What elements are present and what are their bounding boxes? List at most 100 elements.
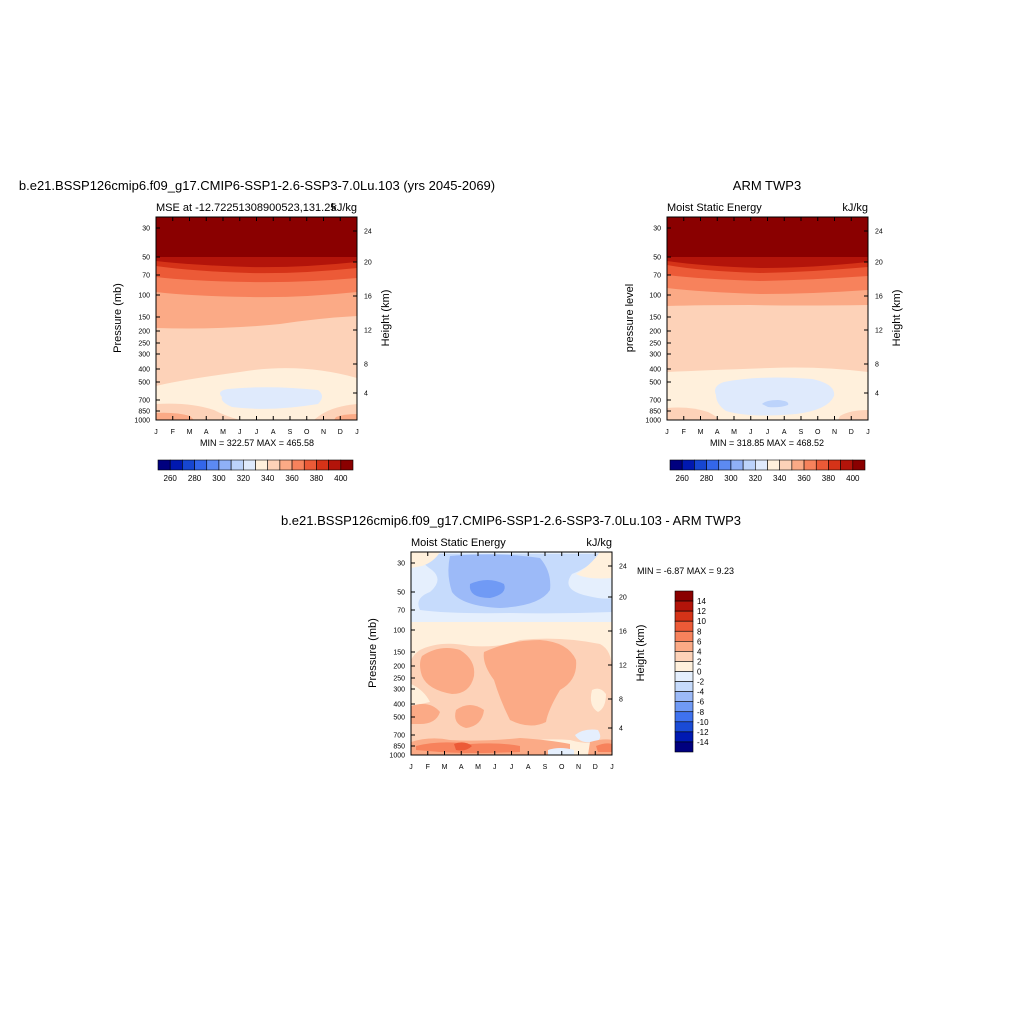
y-tick-label: 850 — [393, 744, 405, 751]
panel-model-right-label: kJ/kg — [331, 202, 357, 214]
x-tick-label: M — [442, 764, 448, 771]
colorbar-box — [674, 691, 694, 702]
y-tick-label: 300 — [649, 352, 661, 359]
y-tick-label: 700 — [393, 733, 405, 740]
x-tick-label: J — [610, 764, 614, 771]
colorbar-label: -8 — [697, 708, 705, 717]
y2-tick-label: 20 — [875, 260, 883, 267]
y-tick-label: 70 — [397, 608, 405, 615]
x-tick-label: S — [799, 429, 804, 436]
y2-tick-label: 20 — [619, 595, 627, 602]
colorbar-box — [328, 459, 342, 471]
x-tick-label: J — [665, 429, 669, 436]
y-tick-label: 250 — [138, 341, 150, 348]
y2-tick-label: 8 — [875, 362, 879, 369]
y-tick-label: 400 — [138, 367, 150, 374]
contour-band — [596, 743, 612, 752]
y-tick-label: 50 — [142, 255, 150, 262]
y-tick-label: 200 — [649, 329, 661, 336]
colorbar-box — [674, 731, 694, 743]
colorbar-box — [218, 459, 232, 471]
y-tick-label: 500 — [138, 380, 150, 387]
panel-diff-axes: J F M A M J J A S O N D J 30 50 70 100 150 200 250 300 400 500… — [389, 552, 627, 771]
y-tick-label: 1000 — [134, 418, 150, 425]
y-tick-label: 400 — [393, 702, 405, 709]
panel-model-ylabel: Pressure (mb) — [112, 283, 124, 353]
colorbar-box — [303, 459, 317, 471]
x-tick-label: M — [220, 429, 226, 436]
x-tick-label: S — [543, 764, 548, 771]
colorbar-box — [674, 651, 694, 662]
panel-model-title: b.e21.BSSP126cmip6.f09_g17.CMIP6-SSP1-2.… — [19, 178, 495, 193]
x-tick-label: M — [187, 429, 193, 436]
contour-band — [454, 742, 472, 751]
y-tick-label: 150 — [138, 315, 150, 322]
colorbar-box — [755, 459, 768, 471]
contour-band — [448, 554, 551, 608]
colorbar-label: 300 — [212, 474, 226, 483]
y-tick-label: 50 — [397, 590, 405, 597]
colorbar-box — [742, 459, 756, 471]
panel-obs-title: ARM TWP3 — [733, 178, 801, 193]
colorbar-label: 400 — [846, 474, 860, 483]
y2-tick-label: 8 — [619, 697, 623, 704]
contour-band — [411, 684, 430, 706]
panel-diff-right-label: kJ/kg — [586, 537, 612, 549]
colorbar-label: 340 — [773, 474, 787, 483]
colorbar-box — [169, 459, 183, 471]
colorbar-label: -6 — [697, 698, 705, 707]
colorbar-box — [674, 620, 694, 632]
colorbar-label: -14 — [697, 738, 709, 747]
colorbar-box — [674, 711, 694, 723]
y-tick-label: 100 — [393, 628, 405, 635]
colorbar-box — [674, 721, 694, 733]
colorbar-box — [206, 459, 220, 471]
x-tick-label: O — [815, 429, 821, 436]
colorbar-label: -4 — [697, 688, 705, 697]
contour-band — [576, 552, 612, 579]
y-tick-label: 30 — [653, 226, 661, 233]
x-tick-label: N — [832, 429, 837, 436]
colorbar-box — [674, 641, 694, 652]
colorbar-label: -10 — [697, 718, 709, 727]
panel-diff-left-label: Moist Static Energy — [411, 537, 506, 549]
panel-diff-title: b.e21.BSSP126cmip6.f09_g17.CMIP6-SSP1-2.… — [281, 513, 741, 528]
y-tick-label: 150 — [649, 315, 661, 322]
panel-obs-colorbar: 260 280 300 320 340 360 380 400 — [669, 459, 866, 483]
contour-band — [411, 704, 440, 724]
colorbar-box — [674, 661, 694, 672]
y-tick-label: 300 — [393, 687, 405, 694]
y-tick-label: 100 — [649, 293, 661, 300]
y-tick-label: 400 — [649, 367, 661, 374]
colorbar-box — [674, 681, 694, 692]
colorbar-box — [681, 459, 695, 471]
panel-model-axes: J F M A M J J A S O N D J 30 50 70 100 150 200 250 300 400 500… — [134, 217, 372, 436]
x-tick-label: J — [749, 429, 753, 436]
x-tick-label: A — [459, 764, 464, 771]
x-tick-label: A — [526, 764, 531, 771]
y-tick-label: 100 — [138, 293, 150, 300]
y2-tick-label: 16 — [875, 294, 883, 301]
panel-obs-right-label: kJ/kg — [842, 202, 868, 214]
colorbar-box — [840, 459, 854, 471]
colorbar-box — [852, 459, 866, 471]
x-tick-label: J — [493, 764, 497, 771]
colorbar-label: 6 — [697, 637, 702, 646]
x-tick-label: J — [409, 764, 413, 771]
x-tick-label: D — [593, 764, 598, 771]
x-tick-label: J — [866, 429, 870, 436]
contour-band — [762, 400, 789, 408]
x-tick-label: A — [782, 429, 787, 436]
x-tick-label: O — [304, 429, 310, 436]
colorbar-box — [803, 459, 817, 471]
colorbar-box — [279, 459, 293, 471]
y2-tick-label: 24 — [619, 564, 627, 571]
colorbar-label: 280 — [188, 474, 202, 483]
panel-model-stats: MIN = 322.57 MAX = 465.58 — [200, 438, 314, 448]
colorbar-box — [316, 459, 329, 471]
contour-band — [667, 407, 720, 420]
panel-obs-y2label: Height (km) — [891, 290, 903, 347]
panel-model-left-label: MSE at -12.72251308900523,131.25 — [156, 202, 336, 214]
panel-model-y2label: Height (km) — [380, 290, 392, 347]
